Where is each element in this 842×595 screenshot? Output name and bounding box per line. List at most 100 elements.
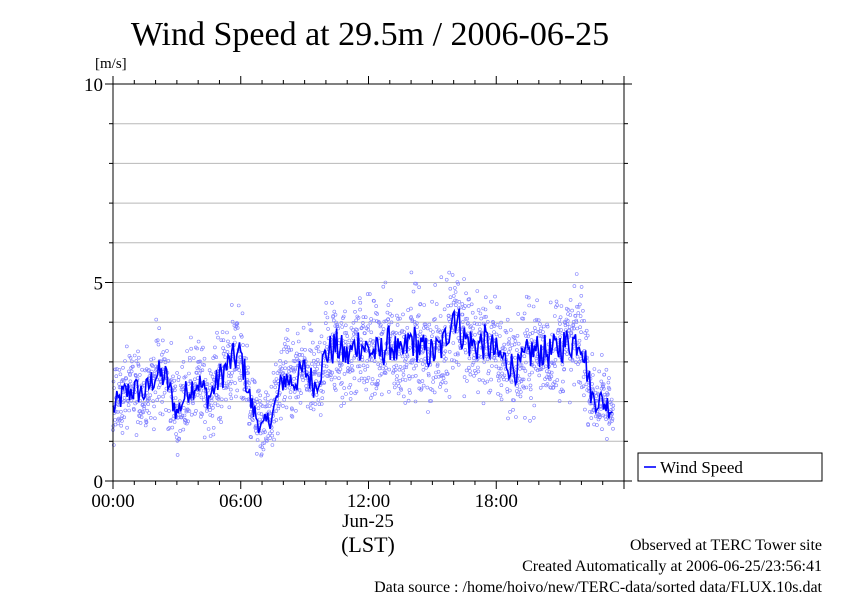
scatter-point bbox=[497, 374, 502, 379]
scatter-point bbox=[200, 368, 205, 373]
scatter-point bbox=[564, 347, 569, 352]
scatter-point bbox=[162, 390, 167, 395]
scatter-point bbox=[303, 347, 307, 352]
scatter-point bbox=[364, 387, 369, 392]
scatter-point bbox=[232, 335, 236, 340]
scatter-point bbox=[553, 358, 558, 362]
scatter-point bbox=[297, 388, 302, 392]
scatter-point bbox=[566, 308, 571, 312]
scatter-point bbox=[229, 379, 234, 384]
scatter-point bbox=[291, 341, 295, 345]
scatter-point bbox=[213, 345, 217, 350]
scatter-point bbox=[236, 364, 240, 369]
scatter-point bbox=[380, 330, 385, 335]
scatter-point bbox=[439, 275, 444, 280]
scatter-point bbox=[121, 378, 126, 383]
scatter-point bbox=[353, 309, 357, 314]
scatter-point bbox=[593, 390, 598, 395]
scatter-point bbox=[588, 409, 592, 414]
scatter-point bbox=[272, 419, 277, 424]
scatter-point bbox=[227, 405, 232, 410]
scatter-point bbox=[178, 429, 182, 433]
scatter-point bbox=[273, 385, 278, 390]
scatter-point bbox=[181, 359, 186, 364]
scatter-point bbox=[373, 391, 377, 396]
scatter-point bbox=[300, 353, 305, 357]
scatter-point bbox=[164, 408, 168, 412]
scatter-point bbox=[486, 369, 491, 373]
scatter-point bbox=[522, 354, 527, 359]
scatter-point bbox=[406, 308, 410, 312]
scatter-point bbox=[170, 425, 175, 430]
scatter-point bbox=[515, 333, 520, 338]
scatter-point bbox=[569, 333, 574, 338]
scatter-point bbox=[319, 388, 324, 393]
scatter-point bbox=[405, 325, 410, 330]
scatter-point bbox=[446, 303, 450, 308]
scatter-point bbox=[576, 311, 581, 315]
scatter-point bbox=[193, 411, 197, 416]
scatter-point bbox=[607, 387, 612, 391]
scatter-point bbox=[272, 437, 276, 442]
scatter-point bbox=[423, 322, 428, 327]
scatter-point bbox=[282, 342, 287, 346]
scatter-point bbox=[610, 407, 615, 411]
scatter-point bbox=[502, 373, 507, 378]
scatter-point bbox=[604, 417, 608, 422]
scatter-point bbox=[499, 383, 504, 388]
scatter-point bbox=[444, 388, 449, 393]
scatter-point bbox=[207, 368, 212, 373]
scatter-point bbox=[403, 357, 408, 361]
scatter-point bbox=[300, 375, 304, 380]
scatter-point bbox=[345, 334, 350, 338]
scatter-point bbox=[430, 388, 435, 392]
scatter-point bbox=[344, 392, 348, 396]
scatter-point bbox=[524, 360, 528, 365]
scatter-point bbox=[521, 316, 526, 321]
scatter-point bbox=[609, 397, 614, 402]
scatter-point bbox=[524, 385, 529, 390]
scatter-point bbox=[151, 399, 155, 404]
scatter-point bbox=[241, 343, 245, 347]
scatter-point bbox=[453, 290, 458, 294]
scatter-point bbox=[305, 404, 310, 409]
scatter-point bbox=[221, 346, 225, 351]
scatter-point bbox=[403, 401, 408, 405]
scatter-point bbox=[317, 402, 322, 407]
scatter-point bbox=[381, 284, 386, 289]
scatter-point bbox=[293, 359, 297, 364]
scatter-point bbox=[421, 367, 426, 372]
scatter-point bbox=[179, 415, 184, 420]
scatter-point bbox=[419, 386, 424, 391]
scatter-point bbox=[574, 360, 578, 365]
scatter-point bbox=[371, 338, 375, 343]
scatter-point bbox=[513, 355, 518, 360]
chart-title: Wind Speed at 29.5m / 2006-06-25 bbox=[131, 16, 609, 53]
scatter-point bbox=[134, 374, 138, 378]
scatter-point bbox=[121, 365, 125, 370]
scatter-point bbox=[156, 342, 161, 347]
scatter-point bbox=[294, 408, 298, 413]
scatter-point bbox=[463, 350, 468, 355]
scatter-point bbox=[400, 354, 405, 359]
scatter-point bbox=[577, 359, 582, 364]
scatter-point bbox=[185, 349, 189, 353]
scatter-point bbox=[384, 366, 388, 370]
scatter-point bbox=[455, 280, 460, 284]
scatter-point bbox=[412, 366, 416, 371]
scatter-point bbox=[465, 379, 469, 383]
scatter-point bbox=[140, 367, 144, 372]
scatter-point bbox=[361, 324, 365, 329]
scatter-point bbox=[471, 360, 476, 365]
scatter-point bbox=[235, 388, 239, 393]
scatter-point bbox=[138, 421, 143, 425]
scatter-point bbox=[514, 389, 519, 393]
scatter-point bbox=[413, 281, 417, 286]
scatter-point bbox=[263, 430, 267, 434]
scatter-points bbox=[111, 270, 616, 458]
scatter-point bbox=[161, 394, 165, 399]
scatter-point bbox=[267, 409, 271, 414]
scatter-point bbox=[504, 378, 509, 382]
scatter-point bbox=[347, 367, 352, 372]
scatter-point bbox=[410, 374, 415, 379]
